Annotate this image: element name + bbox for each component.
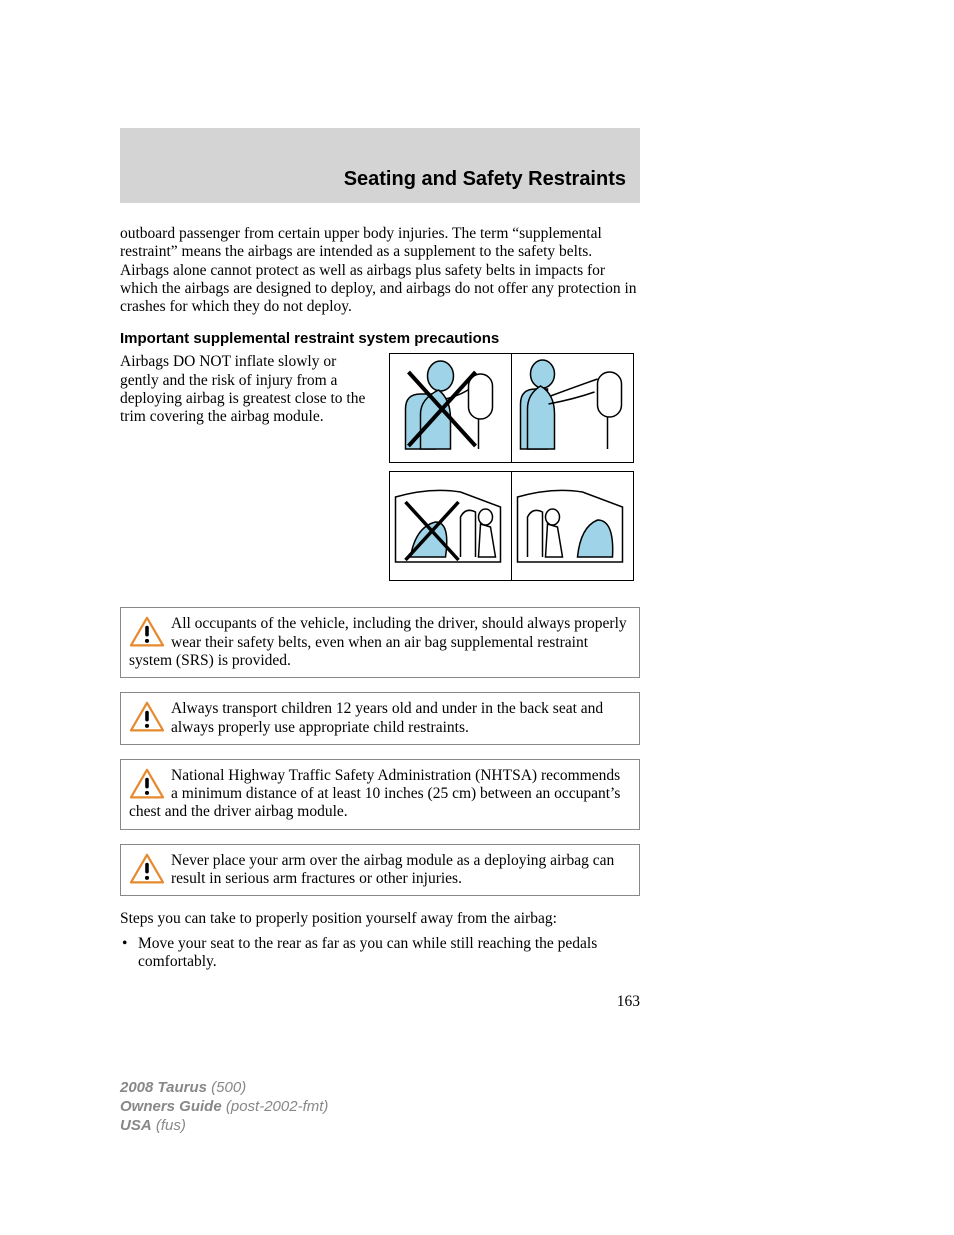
page-content: Seating and Safety Restraints outboard p… (120, 128, 640, 1011)
warning-text: Always transport children 12 years old a… (171, 700, 603, 735)
bullet-dot: • (120, 935, 138, 972)
warning-text: National Highway Traffic Safety Administ… (129, 767, 620, 821)
childseat-wrong-icon (390, 472, 511, 580)
illustration-row-top (389, 353, 634, 463)
region-name: USA (120, 1117, 152, 1134)
seating-illustrations (389, 353, 640, 589)
model-name: 2008 Taurus (120, 1079, 207, 1096)
childseat-correct-icon (512, 472, 633, 580)
footer-line-3: USA (fus) (120, 1116, 328, 1135)
occupant-correct-icon (512, 354, 633, 462)
manual-footer: 2008 Taurus (500) Owners Guide (post-200… (120, 1078, 328, 1136)
steps-intro: Steps you can take to properly position … (120, 910, 640, 928)
illus-panel-wrong-bottom (390, 472, 512, 580)
bullet-text: Move your seat to the rear as far as you… (138, 935, 640, 972)
section-title: Seating and Safety Restraints (344, 168, 626, 191)
warning-box: National Highway Traffic Safety Administ… (120, 759, 640, 830)
warning-triangle-icon (129, 701, 165, 733)
warning-box: Always transport children 12 years old a… (120, 692, 640, 745)
precaution-text: Airbags DO NOT inflate slowly or gently … (120, 353, 375, 589)
warning-box: Never place your arm over the airbag mod… (120, 844, 640, 897)
footer-line-1: 2008 Taurus (500) (120, 1078, 328, 1097)
page-number: 163 (120, 993, 640, 1011)
warning-text: All occupants of the vehicle, including … (129, 615, 627, 669)
bullet-item: • Move your seat to the rear as far as y… (120, 935, 640, 972)
illus-panel-correct-top (512, 354, 633, 462)
warning-triangle-icon (129, 768, 165, 800)
footer-line-2: Owners Guide (post-2002-fmt) (120, 1097, 328, 1116)
model-code: (500) (211, 1079, 246, 1096)
warning-box: All occupants of the vehicle, including … (120, 607, 640, 678)
illus-panel-correct-bottom (512, 472, 633, 580)
warning-triangle-icon (129, 853, 165, 885)
occupant-wrong-icon (390, 354, 511, 462)
warning-triangle-icon (129, 616, 165, 648)
guide-fmt: (post-2002-fmt) (226, 1098, 329, 1115)
warning-text: Never place your arm over the airbag mod… (171, 852, 614, 887)
precaution-row: Airbags DO NOT inflate slowly or gently … (120, 353, 640, 589)
precautions-subheading: Important supplemental restraint system … (120, 330, 640, 347)
illustration-row-bottom (389, 471, 634, 581)
illus-panel-wrong-top (390, 354, 512, 462)
intro-paragraph: outboard passenger from certain upper bo… (120, 225, 640, 316)
region-code: (fus) (156, 1117, 186, 1134)
section-header-band: Seating and Safety Restraints (120, 128, 640, 203)
guide-name: Owners Guide (120, 1098, 222, 1115)
